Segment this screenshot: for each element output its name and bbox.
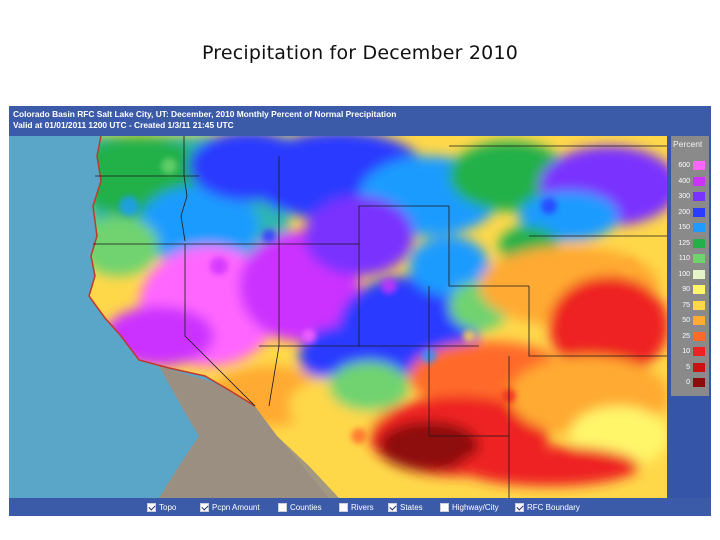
layer-toggle-pcpn-amount[interactable]: Pcpn Amount: [200, 501, 260, 513]
legend-label: 90: [682, 286, 690, 293]
legend-label: 25: [682, 332, 690, 340]
legend-swatch: [693, 254, 705, 263]
legend-row: 0: [671, 377, 709, 388]
legend-swatch: [693, 192, 705, 201]
map-panel: Colorado Basin RFC Salt Lake City, UT: D…: [9, 106, 711, 516]
legend-row: 90: [671, 284, 709, 295]
legend-row: 150: [671, 222, 709, 233]
layer-toggle-label: Topo: [159, 502, 177, 512]
checkbox-icon[interactable]: [388, 502, 397, 512]
layer-toggle-highway-city[interactable]: Highway/City: [440, 501, 499, 513]
legend-swatch: [693, 331, 705, 341]
layer-toggle-topo[interactable]: Topo: [147, 501, 176, 513]
legend-swatch: [693, 285, 705, 294]
legend-label: 100: [678, 270, 690, 278]
layer-toggle-rfc-boundary[interactable]: RFC Boundary: [515, 501, 580, 513]
legend-row: 600: [671, 160, 709, 171]
checkbox-icon[interactable]: [200, 502, 209, 512]
legend-swatch: [693, 176, 705, 186]
map-header-title: Colorado Basin RFC Salt Lake City, UT: D…: [13, 109, 397, 119]
legend-swatch: [693, 347, 705, 356]
legend-label: 10: [682, 348, 690, 355]
layer-toggle-label: RFC Boundary: [527, 502, 580, 512]
map-header-valid-time: Valid at 01/01/2011 1200 UTC - Created 1…: [13, 120, 234, 130]
legend-label: 5: [686, 363, 690, 371]
legend-row: 25: [671, 331, 709, 342]
checkbox-icon[interactable]: [147, 502, 156, 512]
legend-swatch: [693, 238, 705, 248]
layer-toggle-label: Highway/City: [452, 502, 499, 512]
legend-swatch: [693, 300, 705, 310]
checkbox-icon[interactable]: [339, 502, 348, 512]
legend-swatch: [693, 161, 705, 170]
layer-toggle-label: Rivers: [351, 502, 374, 512]
legend-swatch: [693, 207, 705, 217]
legend-row: 50: [671, 315, 709, 326]
map-header: Colorado Basin RFC Salt Lake City, UT: D…: [9, 106, 711, 136]
state-boundaries: [93, 136, 667, 498]
legend-label: 75: [682, 301, 690, 309]
legend-label: 200: [678, 208, 690, 216]
legend-row: 10: [671, 346, 709, 357]
legend-label: 600: [678, 162, 690, 169]
precipitation-map-graphic: [9, 136, 667, 498]
layer-toggle-label: Counties: [290, 502, 322, 512]
legend-title: Percent: [673, 139, 703, 149]
legend-swatch: [693, 223, 705, 232]
layer-toggle-label: Pcpn Amount: [212, 502, 260, 512]
legend-label: 110: [678, 255, 690, 262]
baja-land: [159, 366, 339, 498]
legend-label: 50: [682, 317, 690, 324]
slide-title: Precipitation for December 2010: [201, 42, 519, 64]
checkbox-icon[interactable]: [515, 502, 524, 512]
legend-row: 75: [671, 300, 709, 311]
layer-toggle-counties[interactable]: Counties: [278, 501, 322, 513]
legend-row: 300: [671, 191, 709, 202]
coastline: [88, 136, 256, 407]
legend-label: 300: [678, 193, 690, 200]
checkbox-icon[interactable]: [278, 502, 287, 512]
legend-swatch: [693, 378, 705, 387]
legend-row: 125: [671, 238, 709, 249]
legend-row: 110: [671, 253, 709, 264]
legend-label: 0: [686, 379, 690, 386]
layer-toggle-states[interactable]: States: [388, 501, 423, 513]
legend-swatch: [693, 362, 705, 372]
precipitation-map[interactable]: [9, 136, 667, 498]
legend-row: 400: [671, 176, 709, 187]
legend-label: 150: [678, 224, 690, 231]
checkbox-icon[interactable]: [440, 502, 449, 512]
layer-toggle-rivers[interactable]: Rivers: [339, 501, 374, 513]
layer-toggle-label: States: [400, 502, 423, 512]
legend-row: 100: [671, 269, 709, 280]
legend-row: 5: [671, 362, 709, 373]
precipitation-legend: Percent 600 400 300 200 150 125 110 100 90 75 50 25…: [671, 136, 709, 396]
legend-row: 200: [671, 207, 709, 218]
legend-label: 125: [678, 239, 690, 247]
legend-swatch: [693, 316, 705, 325]
legend-swatch: [693, 269, 705, 279]
layer-toolbar: Topo Pcpn Amount Counties Rivers States Highw…: [9, 498, 711, 516]
legend-label: 400: [678, 177, 690, 185]
